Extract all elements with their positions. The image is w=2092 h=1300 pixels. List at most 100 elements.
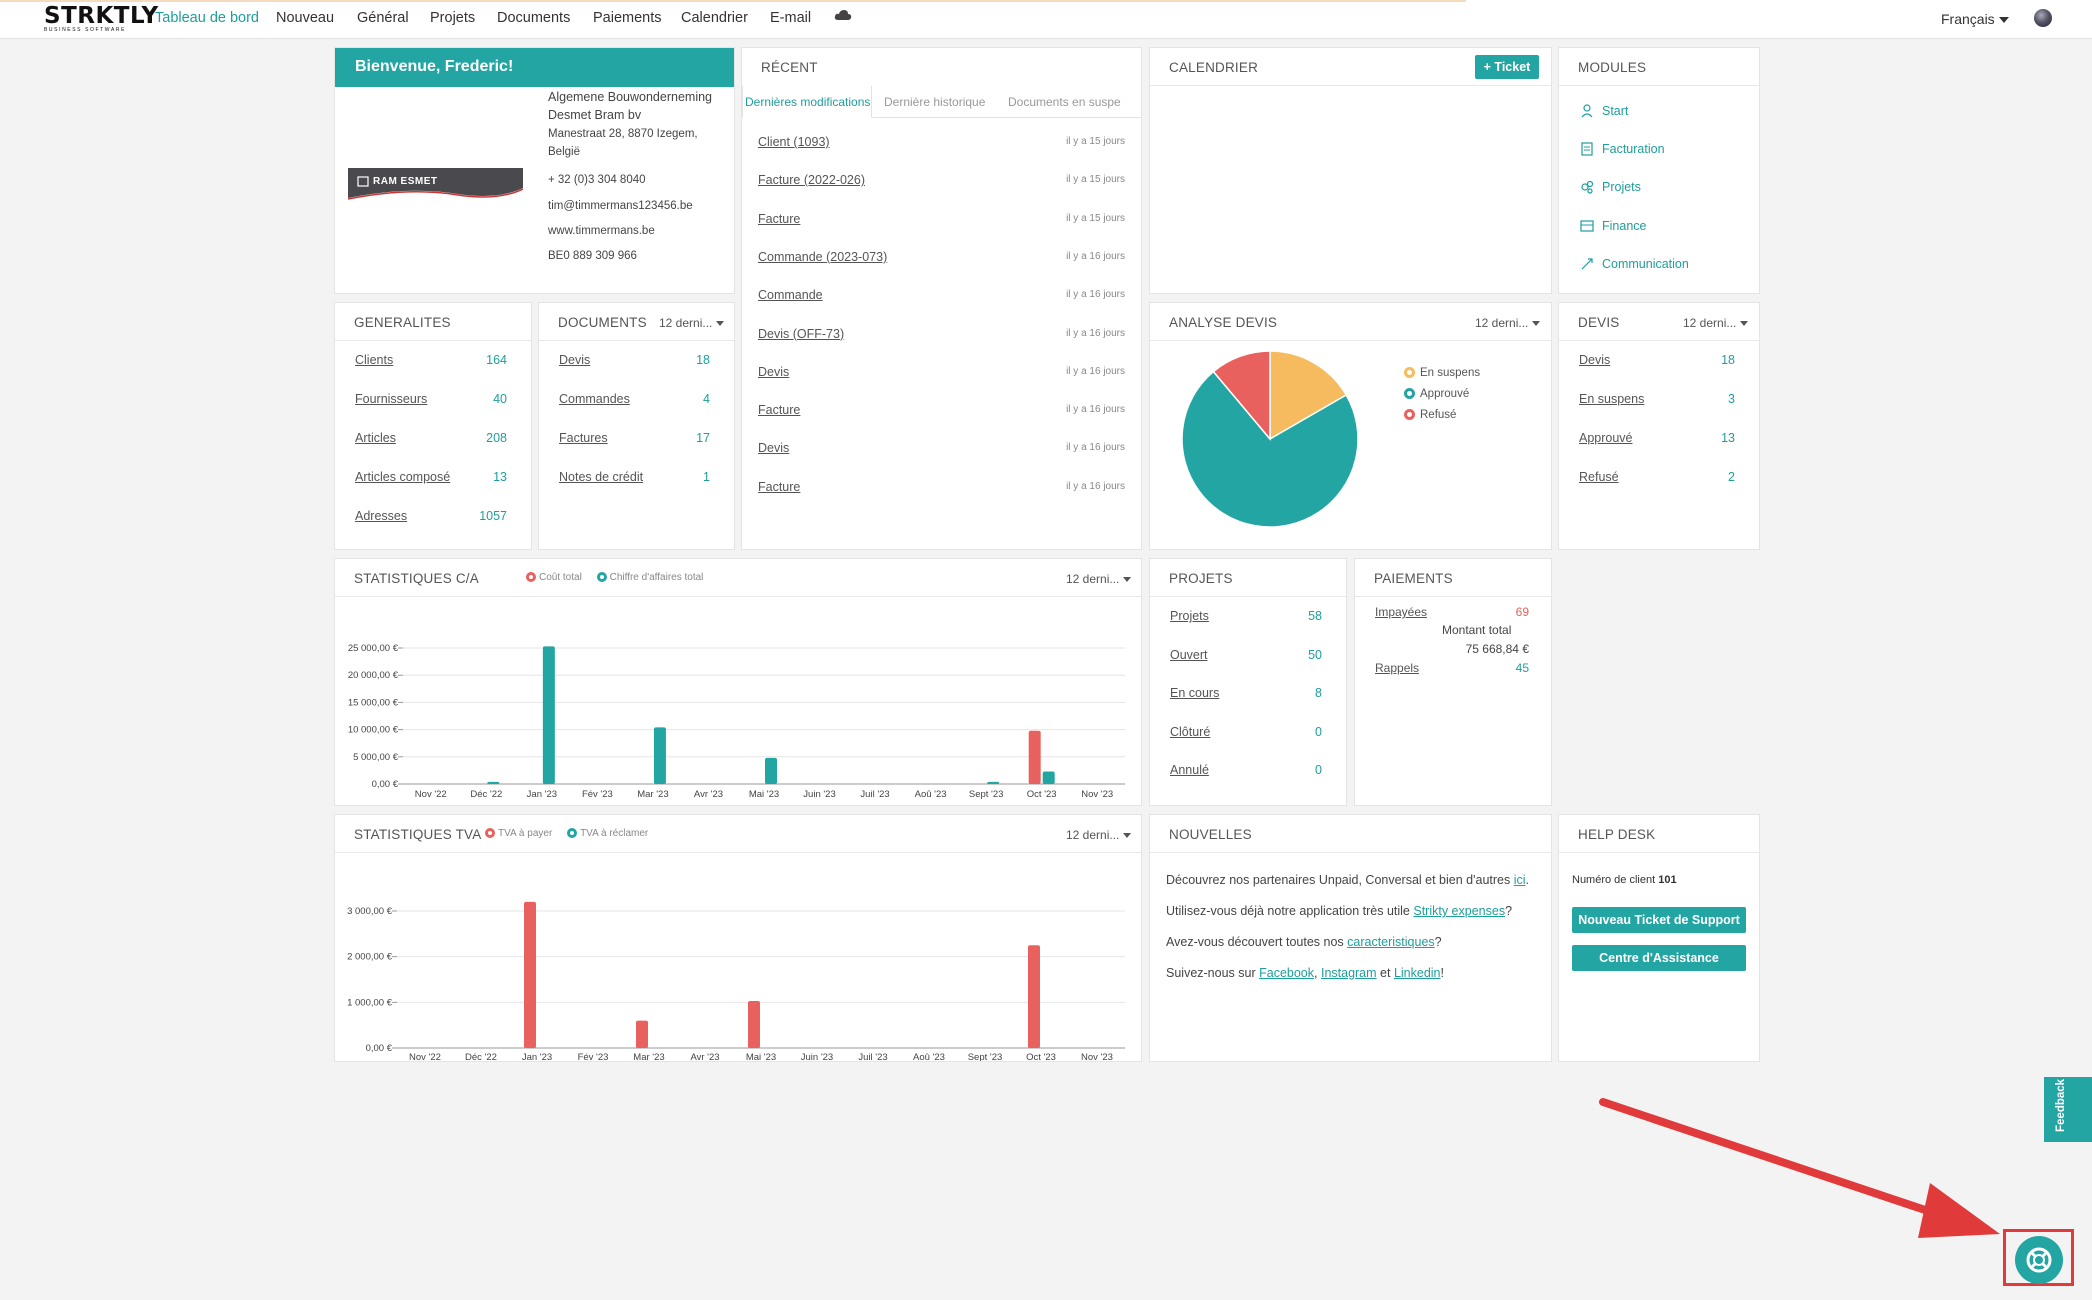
bar [1042,771,1055,784]
x-tick-label: Avr '23 [690,1052,719,1061]
news-link-caracteristiques[interactable]: caracteristiques [1347,935,1435,949]
nav-documents[interactable]: Documents [497,10,571,26]
recent-item-link[interactable]: Facture [758,403,801,418]
news-line-1: Découvrez nos partenaires Unpaid, Conver… [1166,873,1530,887]
recent-item-link[interactable]: Devis [758,364,790,379]
generalites-row-link[interactable]: Articles composé [355,470,451,484]
language-select[interactable]: Français [1941,11,2009,27]
feedback-tab[interactable]: Feedback [2044,1077,2092,1142]
generalites-row: Articles composé 13 [355,470,507,490]
news-link-expenses[interactable]: Strikty expenses [1413,904,1506,918]
chevron-down-icon [1123,577,1132,583]
top-navigation: STRKTLY BUSINESS SOFTWARE Tableau de bor… [0,0,2092,39]
stats-tva-period-select[interactable]: 12 derni... [1066,828,1132,842]
projets-row-link[interactable]: Clôturé [1170,724,1211,739]
documents-row-link[interactable]: Devis [559,353,591,367]
legend-dot-ca [596,572,607,583]
strktly-logo[interactable]: STRKTLY BUSINESS SOFTWARE [44,3,159,34]
recent-item-time: il y a 15 jours [1066,136,1125,147]
nav-tableau-de-bord[interactable]: Tableau de bord [155,10,259,26]
nav-nouveau[interactable]: Nouveau [276,10,335,26]
nav-calendrier[interactable]: Calendrier [681,10,748,26]
documents-row-link[interactable]: Factures [559,431,608,445]
generalites-row-value: 164 [486,353,507,367]
welcome-panel: Bienvenue, Frederic! RAM ESMET Algemene … [334,47,735,294]
generalites-panel: GENERALITES Clients 164 Fournisseurs 40 Arti… [334,302,532,550]
add-ticket-button[interactable]: + Ticket [1475,55,1539,79]
recent-item-link[interactable]: Commande (2023-073) [758,249,888,264]
impayees-link[interactable]: Impayées [1375,605,1428,619]
tab-documents-en-suspens[interactable]: Documents en suspe [1008,95,1121,109]
nouvelles-title: NOUVELLES [1169,827,1252,842]
x-tick-label: Oct '23 [1027,789,1057,800]
documents-row-value: 4 [703,392,710,406]
stats-ca-period-select[interactable]: 12 derni... [1066,572,1132,586]
recent-item-link[interactable]: Client (1093) [758,135,830,149]
company-logo: RAM ESMET [348,168,523,205]
news-link-instagram[interactable]: Instagram [1320,966,1377,980]
projets-row-link[interactable]: Ouvert [1170,647,1208,662]
bar [636,1020,648,1048]
generalites-row-link[interactable]: Clients [355,353,394,367]
stats-ca-legend: Coût total Chiffre d'affaires total [526,572,703,583]
pie-slice-approuvé [1181,370,1359,528]
stats-ca-bar-chart: 0,00 € 5 000,00 € 10 000,00 € 15 000,00 € 20… [348,643,1125,800]
documents-period-select[interactable]: 12 derni... [659,316,725,330]
pie-slice-en-suspens [1269,350,1348,441]
generalites-row-link[interactable]: Adresses [355,509,408,523]
new-support-ticket-button[interactable]: Nouveau Ticket de Support [1572,907,1746,933]
x-tick-label: Juil '23 [858,1052,887,1061]
devis-period-select[interactable]: 12 derni... [1683,316,1749,330]
devis-row-link[interactable]: En suspens [1579,392,1645,406]
recent-item-link[interactable]: Facture [758,479,801,494]
projets-row: Clôturé 0 [1170,725,1322,745]
recent-item-link[interactable]: Commande [758,288,823,303]
projets-row-value: 58 [1308,609,1322,623]
list-item: Client (1093) il y a 15 jours [758,135,1125,153]
legend-dot-cout [526,572,536,583]
company-info: Algemene Bouwonderneming Desmet Bram bv … [548,88,738,288]
recent-item-link[interactable]: Devis (OFF-73) [758,326,845,341]
devis-row-link[interactable]: Devis [1579,353,1611,367]
modules-panel: MODULES Start Facturation Projets Financ… [1558,47,1760,294]
generalites-row-link[interactable]: Fournisseurs [355,392,428,406]
devis-panel: DEVIS 12 derni... Devis 18 En suspens 3 Appr… [1558,302,1760,550]
documents-row-link[interactable]: Commandes [559,392,630,406]
recent-item-link[interactable]: Facture (2022-026) [758,173,866,188]
impayees-value: 69 [1515,605,1529,619]
nav-general[interactable]: Général [357,10,409,26]
nav-paiements[interactable]: Paiements [593,10,662,26]
tab-derniere-historique[interactable]: Dernière historique [884,95,986,109]
projets-header: PROJETS [1150,559,1346,597]
chevron-down-icon [716,321,725,327]
recent-item-link[interactable]: Devis [758,441,790,456]
analyse-period-select[interactable]: 12 derni... [1475,316,1541,330]
cloud-icon[interactable] [834,9,852,21]
documents-row-link[interactable]: Notes de crédit [559,470,644,484]
devis-row-link[interactable]: Approuvé [1579,431,1633,445]
nav-projets[interactable]: Projets [430,10,476,26]
help-center-button[interactable]: Centre d'Assistance [1572,945,1746,971]
help-chat-button[interactable] [2015,1236,2063,1284]
recent-item-link[interactable]: Facture [758,211,801,226]
news-link-linkedin[interactable]: Linkedin [1393,966,1441,980]
x-tick-label: Oct '23 [1026,1052,1056,1061]
rappels-link[interactable]: Rappels [1375,661,1420,675]
projets-row-value: 0 [1315,763,1322,777]
projets-row-link[interactable]: Projets [1170,609,1209,623]
projets-row-link[interactable]: Annulé [1170,763,1209,777]
devis-row-link[interactable]: Refusé [1579,470,1619,484]
generalites-row-link[interactable]: Articles [355,431,396,445]
news-link-ici[interactable]: ici [1513,873,1526,887]
client-number: Numéro de client 101 [1572,874,1677,886]
calendar-header: CALENDRIER + Ticket [1150,48,1551,86]
news-link-facebook[interactable]: Facebook [1259,966,1315,980]
tab-dernieres-modifications[interactable]: Dernières modifications [742,86,872,118]
x-tick-label: Sept '23 [969,789,1004,800]
recent-item-time: il y a 16 jours [1066,404,1125,416]
nav-email[interactable]: E-mail [770,10,812,26]
avatar[interactable] [2034,9,2052,27]
projets-row-link[interactable]: En cours [1170,686,1220,700]
y-tick-label: 10 000,00 € [348,725,399,736]
x-tick-label: Mar '23 [637,789,668,800]
